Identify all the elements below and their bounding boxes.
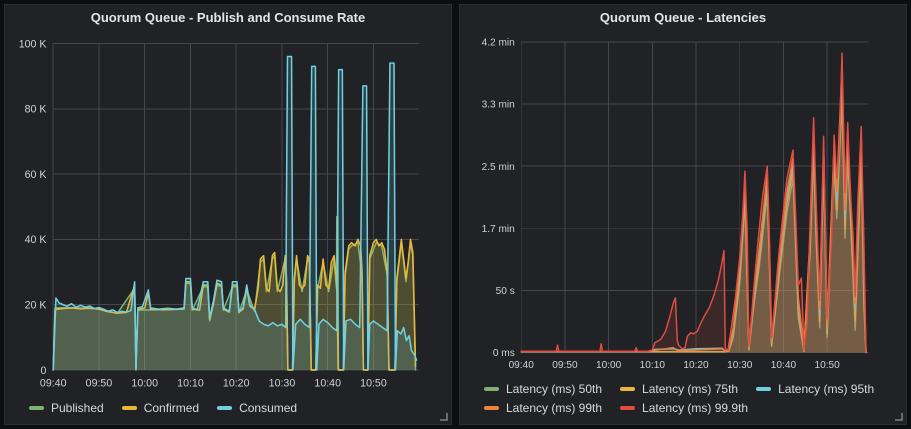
series-area-consumed xyxy=(53,56,417,371)
legend-item-latency-ms-75th[interactable]: Latency (ms) 75th xyxy=(620,382,738,396)
legend-item-latency-ms-99.9th[interactable]: Latency (ms) 99.9th xyxy=(620,401,748,415)
series-area-confirmed xyxy=(53,239,416,371)
panel-resize-handle-icon[interactable] xyxy=(440,413,448,421)
x-tick-label: 10:30 xyxy=(269,377,296,389)
x-tick-label: 10:40 xyxy=(771,360,797,371)
legend-label: Latency (ms) 95th xyxy=(778,382,875,396)
panel-resize-handle-icon[interactable] xyxy=(895,413,903,421)
legend-swatch-icon xyxy=(756,387,772,391)
x-tick-label: 10:30 xyxy=(727,360,753,371)
legend-label: Confirmed xyxy=(143,401,200,415)
legend-swatch-icon xyxy=(121,406,137,410)
x-tick-label: 10:50 xyxy=(360,377,387,389)
x-tick-label: 10:50 xyxy=(814,360,840,371)
y-tick-label: 3.3 min xyxy=(482,100,515,111)
legend-label: Latency (ms) 99.9th xyxy=(642,401,749,415)
legend-label: Consumed xyxy=(239,401,298,415)
legend-item-published[interactable]: Published xyxy=(29,401,104,415)
panel-latencies: Quorum Queue - Latencies 09:40 09:50 10:00… xyxy=(459,4,907,425)
x-tick-label: 10:20 xyxy=(683,360,709,371)
y-tick-label: 20 K xyxy=(25,300,47,312)
y-tick-label: 60 K xyxy=(25,169,47,181)
series-area-latency-ms-99th xyxy=(521,65,866,353)
legend-label: Published xyxy=(51,401,104,415)
series-line-latency-ms-99.9th xyxy=(520,52,867,354)
x-tick-label: 10:00 xyxy=(596,360,622,371)
x-tick-label: 10:10 xyxy=(177,377,204,389)
time-series-graph-latencies[interactable]: 09:40 09:50 10:00 10:10 10:20 10:30 10:40 10:50… xyxy=(460,29,906,380)
series-area-latency-ms-99.9th xyxy=(521,52,866,353)
y-tick-label: 100 K xyxy=(19,38,47,50)
x-tick-label: 09:50 xyxy=(552,360,578,371)
y-tick-label: 2.5 min xyxy=(482,162,515,173)
legend-label: Latency (ms) 99th xyxy=(506,401,603,415)
time-series-graph-publish-consume[interactable]: 09:40 09:50 10:00 10:10 10:20 10:30 10:40 10:50… xyxy=(5,30,451,399)
y-tick-label: 0 ms xyxy=(493,348,515,359)
series-area-latency-ms-75th xyxy=(521,89,866,353)
x-tick-label: 09:40 xyxy=(509,360,535,371)
legend: Latency (ms) 50th Latency (ms) 75th Latenc… xyxy=(460,380,906,424)
legend-swatch-icon xyxy=(217,406,233,410)
x-tick-label: 10:00 xyxy=(131,377,158,389)
panel-publish-consume-rate: Quorum Queue - Publish and Consume Rate … xyxy=(4,4,452,425)
legend-swatch-icon xyxy=(29,406,44,410)
legend-item-latency-ms-50th[interactable]: Latency (ms) 50th xyxy=(484,382,602,396)
x-tick-label: 09:50 xyxy=(86,377,113,389)
legend-swatch-icon xyxy=(620,387,636,391)
panel-title[interactable]: Quorum Queue - Latencies xyxy=(599,10,767,25)
y-tick-label: 1.7 min xyxy=(482,224,515,235)
legend-item-consumed[interactable]: Consumed xyxy=(217,401,297,415)
x-tick-label: 10:40 xyxy=(314,377,341,389)
series-area-latency-ms-95th xyxy=(521,76,866,353)
legend: Published Confirmed Consumed xyxy=(5,399,451,424)
y-tick-label: 80 K xyxy=(25,104,47,116)
legend-item-confirmed[interactable]: Confirmed xyxy=(121,401,200,415)
y-tick-label: 4.2 min xyxy=(482,37,515,48)
y-tick-label: 50 s xyxy=(496,286,515,297)
y-tick-label: 0 xyxy=(41,365,47,377)
legend-swatch-icon xyxy=(484,387,499,391)
series-area-published xyxy=(53,216,416,371)
panel-title[interactable]: Quorum Queue - Publish and Consume Rate xyxy=(90,10,366,25)
y-tick-label: 40 K xyxy=(25,234,47,246)
legend-item-latency-ms-95th[interactable]: Latency (ms) 95th xyxy=(756,382,874,396)
series-line-consumed xyxy=(52,55,418,371)
x-tick-label: 10:20 xyxy=(223,377,250,389)
series-area-latency-ms-50th xyxy=(521,98,866,353)
legend-label: Latency (ms) 50th xyxy=(506,382,603,396)
legend-label: Latency (ms) 75th xyxy=(642,382,739,396)
x-tick-label: 10:10 xyxy=(640,360,666,371)
legend-swatch-icon xyxy=(620,406,636,410)
x-tick-label: 09:40 xyxy=(40,377,67,389)
legend-swatch-icon xyxy=(484,406,499,410)
legend-item-latency-ms-99th[interactable]: Latency (ms) 99th xyxy=(484,401,602,415)
